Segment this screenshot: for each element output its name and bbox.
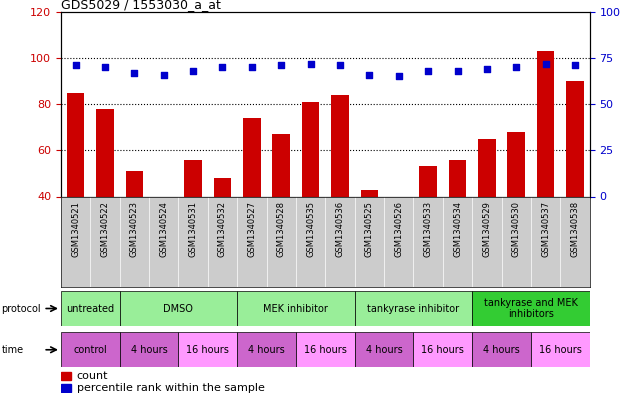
Text: GSM1340525: GSM1340525 bbox=[365, 201, 374, 257]
Point bbox=[570, 62, 580, 68]
Point bbox=[188, 68, 198, 74]
Text: GDS5029 / 1553030_a_at: GDS5029 / 1553030_a_at bbox=[61, 0, 221, 11]
Text: 16 hours: 16 hours bbox=[304, 345, 347, 355]
Text: 4 hours: 4 hours bbox=[366, 345, 403, 355]
Bar bbox=[354, 291, 472, 326]
Bar bbox=[508, 132, 525, 196]
Text: time: time bbox=[1, 345, 24, 355]
Text: 4 hours: 4 hours bbox=[131, 345, 167, 355]
Point bbox=[423, 68, 433, 74]
Text: MEK inhibitor: MEK inhibitor bbox=[263, 303, 328, 314]
Text: GSM1340535: GSM1340535 bbox=[306, 201, 315, 257]
Bar bbox=[120, 332, 178, 367]
Text: GSM1340534: GSM1340534 bbox=[453, 201, 462, 257]
Bar bbox=[472, 332, 531, 367]
Text: GSM1340536: GSM1340536 bbox=[335, 201, 344, 257]
Text: GSM1340532: GSM1340532 bbox=[218, 201, 227, 257]
Text: GSM1340529: GSM1340529 bbox=[483, 201, 492, 257]
Bar bbox=[472, 291, 590, 326]
Bar bbox=[61, 384, 72, 392]
Bar bbox=[272, 134, 290, 196]
Text: GSM1340537: GSM1340537 bbox=[541, 201, 550, 257]
Text: 4 hours: 4 hours bbox=[483, 345, 520, 355]
Text: GSM1340538: GSM1340538 bbox=[570, 201, 579, 257]
Text: GSM1340522: GSM1340522 bbox=[101, 201, 110, 257]
Point bbox=[511, 64, 521, 70]
Text: tankyrase inhibitor: tankyrase inhibitor bbox=[367, 303, 460, 314]
Bar bbox=[566, 81, 584, 196]
Bar bbox=[354, 332, 413, 367]
Point bbox=[453, 68, 463, 74]
Bar bbox=[237, 332, 296, 367]
Text: GSM1340531: GSM1340531 bbox=[188, 201, 197, 257]
Bar bbox=[478, 139, 495, 196]
Text: GSM1340528: GSM1340528 bbox=[277, 201, 286, 257]
Text: DMSO: DMSO bbox=[163, 303, 194, 314]
Bar bbox=[61, 291, 120, 326]
Text: 16 hours: 16 hours bbox=[187, 345, 229, 355]
Bar bbox=[61, 372, 72, 380]
Text: control: control bbox=[74, 345, 107, 355]
Bar bbox=[185, 160, 202, 196]
Bar bbox=[237, 291, 354, 326]
Text: GSM1340523: GSM1340523 bbox=[130, 201, 139, 257]
Bar bbox=[331, 95, 349, 196]
Bar bbox=[126, 171, 143, 196]
Text: tankyrase and MEK
inhibitors: tankyrase and MEK inhibitors bbox=[484, 298, 578, 319]
Bar bbox=[302, 102, 319, 196]
Point bbox=[100, 64, 110, 70]
Text: 4 hours: 4 hours bbox=[248, 345, 285, 355]
Point bbox=[71, 62, 81, 68]
Text: percentile rank within the sample: percentile rank within the sample bbox=[77, 383, 265, 393]
Bar bbox=[178, 332, 237, 367]
Bar bbox=[61, 332, 120, 367]
Text: GSM1340533: GSM1340533 bbox=[424, 201, 433, 257]
Point bbox=[335, 62, 345, 68]
Point bbox=[217, 64, 228, 70]
Text: untreated: untreated bbox=[66, 303, 114, 314]
Point bbox=[540, 61, 551, 67]
Text: protocol: protocol bbox=[1, 303, 41, 314]
Point bbox=[129, 70, 140, 76]
Point bbox=[276, 62, 287, 68]
Bar bbox=[120, 291, 237, 326]
Text: GSM1340526: GSM1340526 bbox=[394, 201, 403, 257]
Bar bbox=[96, 109, 114, 196]
Text: 16 hours: 16 hours bbox=[421, 345, 464, 355]
Text: GSM1340524: GSM1340524 bbox=[159, 201, 168, 257]
Bar bbox=[413, 332, 472, 367]
Bar bbox=[419, 167, 437, 196]
Bar bbox=[213, 178, 231, 196]
Bar bbox=[531, 332, 590, 367]
Bar bbox=[360, 189, 378, 196]
Bar bbox=[243, 118, 261, 196]
Point bbox=[158, 72, 169, 78]
Bar bbox=[67, 93, 85, 196]
Point bbox=[306, 61, 316, 67]
Point bbox=[364, 72, 374, 78]
Text: GSM1340527: GSM1340527 bbox=[247, 201, 256, 257]
Text: count: count bbox=[77, 371, 108, 381]
Bar bbox=[537, 51, 554, 196]
Text: GSM1340521: GSM1340521 bbox=[71, 201, 80, 257]
Point bbox=[394, 73, 404, 79]
Bar bbox=[296, 332, 354, 367]
Text: 16 hours: 16 hours bbox=[539, 345, 582, 355]
Point bbox=[482, 66, 492, 72]
Text: GSM1340530: GSM1340530 bbox=[512, 201, 520, 257]
Bar bbox=[449, 160, 467, 196]
Point bbox=[247, 64, 257, 70]
